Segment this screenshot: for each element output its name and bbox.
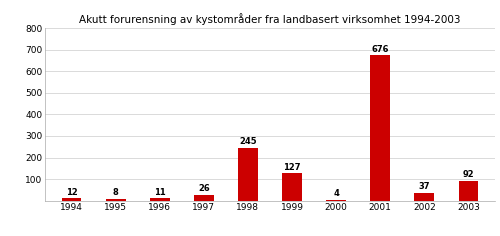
Bar [194, 195, 214, 201]
Text: 26: 26 [198, 185, 209, 194]
Text: 37: 37 [418, 182, 430, 191]
Bar [106, 199, 126, 201]
Bar [458, 181, 478, 201]
Text: 676: 676 [372, 45, 389, 54]
Bar [370, 55, 390, 201]
Bar [282, 173, 302, 201]
Text: 245: 245 [239, 137, 257, 146]
Text: 92: 92 [462, 170, 474, 179]
Bar [62, 198, 82, 201]
Text: 12: 12 [66, 188, 78, 197]
Title: Akutt forurensning av kystområder fra landbasert virksomhet 1994-2003: Akutt forurensning av kystområder fra la… [79, 13, 461, 25]
Text: 11: 11 [154, 188, 166, 197]
Text: 8: 8 [112, 188, 118, 197]
Text: 4: 4 [333, 189, 339, 198]
Text: 127: 127 [284, 163, 301, 172]
Bar [150, 198, 170, 201]
Bar [414, 193, 434, 201]
Bar [238, 148, 258, 201]
Bar [326, 200, 346, 201]
